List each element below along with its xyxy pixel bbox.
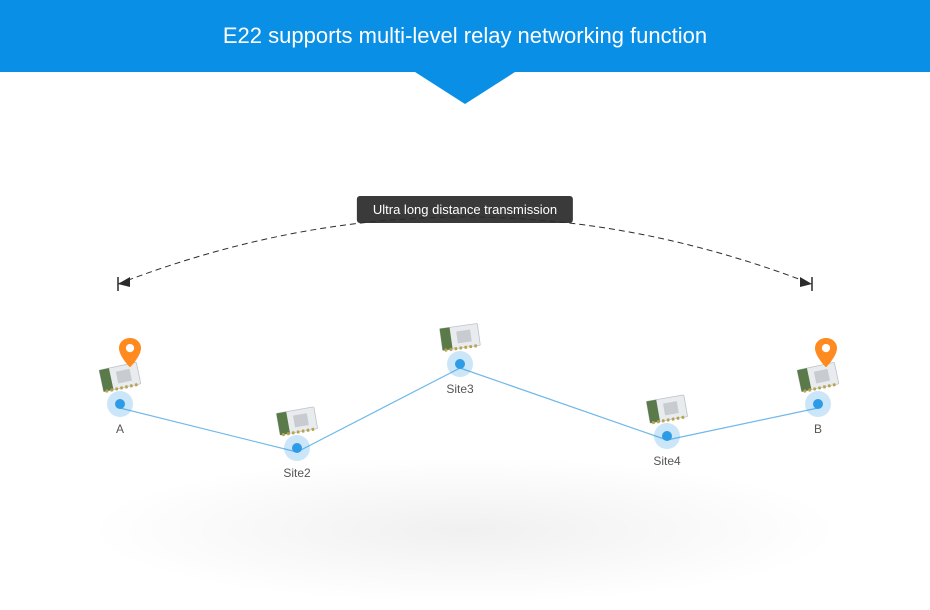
title-text: E22 supports multi-level relay networkin… (223, 23, 707, 49)
distance-badge: Ultra long distance transmission (357, 196, 573, 223)
signal-dot (283, 434, 311, 462)
node-site3: Site3 (420, 320, 500, 396)
node-label: Site4 (627, 454, 707, 468)
node-label: B (778, 422, 858, 436)
node-label: Site3 (420, 382, 500, 396)
module-icon (435, 320, 485, 354)
banner-pointer (415, 72, 515, 104)
node-b: B (778, 360, 858, 436)
relay-diagram: A Site2 Site3 Site4 B (0, 320, 930, 550)
node-label: A (80, 422, 160, 436)
signal-dot (446, 350, 474, 378)
location-pin-icon (119, 338, 141, 368)
title-banner: E22 supports multi-level relay networkin… (0, 0, 930, 72)
node-label: Site2 (257, 466, 337, 480)
distance-badge-text: Ultra long distance transmission (373, 202, 557, 217)
signal-dot (804, 390, 832, 418)
signal-dot (106, 390, 134, 418)
floor-shadow (55, 450, 875, 610)
signal-dot (653, 422, 681, 450)
node-site4: Site4 (627, 392, 707, 468)
node-site2: Site2 (257, 404, 337, 480)
location-pin-icon (815, 338, 837, 368)
module-icon (272, 404, 322, 438)
node-a: A (80, 360, 160, 436)
module-icon (642, 392, 692, 426)
